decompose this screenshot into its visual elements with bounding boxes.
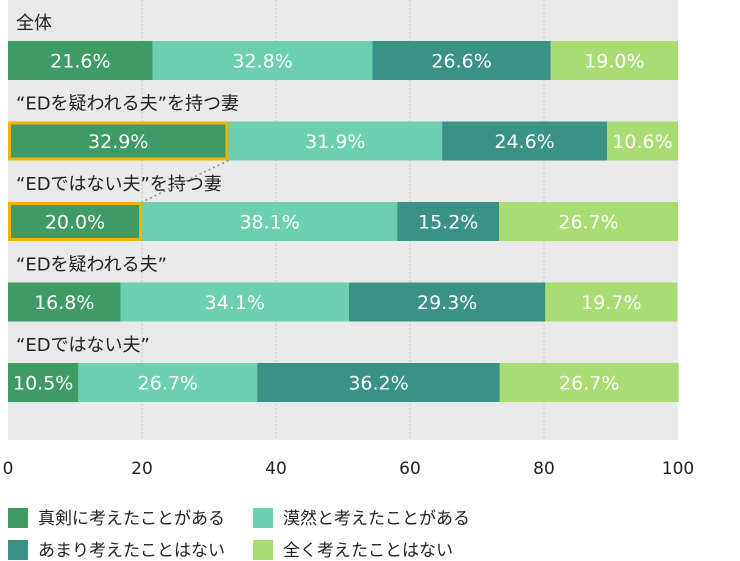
x-tick-label-60: 60 [399,459,421,479]
bar-4-3 [499,363,679,402]
data-label-2-1: 38.1% [239,212,299,234]
x-axis-ticks: 0 20 40 60 80 100 [3,459,695,479]
data-label-1-3: 10.6% [612,131,672,153]
data-label-4-3: 26.7% [559,373,619,395]
x-tick-label-40: 40 [265,459,287,479]
bars: 全体 21.6% 32.8% 26.6% 19.0% “EDを疑われる夫”を持つ妻 32.9… [8,13,679,402]
data-label-0-3: 19.0% [584,51,644,73]
legend-swatch-0 [8,508,28,528]
bar-3-0 [8,282,121,322]
bar-4-1 [78,363,258,402]
data-label-2-3: 26.7% [558,212,618,234]
x-tick-label-20: 20 [131,459,153,479]
row-label-0: 全体 [16,13,52,34]
data-label-0-2: 26.6% [431,51,491,73]
bar-4-0 [8,363,79,402]
bar-3-2 [349,282,546,322]
bar-4-2 [257,363,500,402]
legend-swatch-1 [253,508,273,528]
row-label-4: “EDではない夫” [16,335,150,356]
highlight-connector [141,159,229,203]
bar-2-3 [499,202,678,241]
bar-1-2 [442,121,607,161]
data-label-4-1: 26.7% [138,373,198,395]
bar-1-3 [606,121,678,161]
data-label-3-1: 34.1% [205,292,265,314]
bar-1-1 [228,121,443,161]
data-label-1-1: 31.9% [305,131,365,153]
row-label-3: “EDを疑われる夫” [16,255,167,276]
highlight-box-1-0 [8,121,229,161]
bar-2-2 [397,202,500,241]
legend-swatch-3 [253,540,273,560]
data-label-1-2: 24.6% [494,131,554,153]
x-tick-label-100: 100 [662,459,694,479]
data-label-2-2: 15.2% [418,212,478,234]
bar-3-1 [120,282,350,322]
data-label-0-1: 32.8% [232,51,292,73]
data-label-4-2: 36.2% [348,373,408,395]
bar-1-0 [8,121,229,161]
data-label-3-0: 16.8% [34,292,94,314]
bar-2-0 [8,202,142,241]
data-label-2-0: 20.0% [45,212,105,234]
x-tick-label-0: 0 [3,459,14,479]
bar-2-1 [142,202,398,241]
bar-3-3 [545,282,678,322]
legend-label-0: 真剣に考えたことがある [38,509,225,529]
bar-0-1 [152,41,373,80]
data-label-1-0: 32.9% [88,131,148,153]
data-label-4-0: 10.5% [13,373,73,395]
legend-label-3: 全く考えたことはない [283,541,453,561]
data-label-3-2: 29.3% [417,292,477,314]
bar-0-3 [550,41,678,80]
data-label-0-0: 21.6% [50,51,110,73]
highlight-box-2-0 [8,202,142,241]
legend-label-2: あまり考えたことはない [38,541,225,561]
bar-0-2 [372,41,551,80]
row-label-1: “EDを疑われる夫”を持つ妻 [16,94,239,115]
x-tick-label-80: 80 [533,459,555,479]
row-label-2: “EDではない夫”を持つ妻 [16,174,222,195]
data-label-3-3: 19.7% [581,292,641,314]
legend-label-1: 漠然と考えたことがある [283,509,470,529]
bar-0-0 [8,41,153,80]
legend-swatch-2 [8,540,28,560]
